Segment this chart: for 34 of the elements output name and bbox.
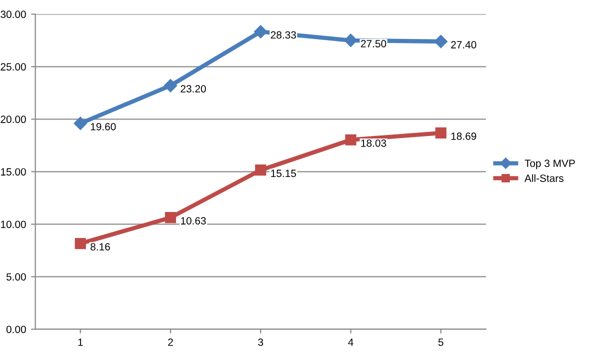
- x-tick-label: 3: [258, 338, 264, 346]
- point: [74, 238, 86, 250]
- x-tick-label: 5: [438, 338, 444, 346]
- data-label: 27.40: [451, 41, 476, 48]
- y-tick-label: 30.00: [0, 10, 26, 18]
- x-tick-label: 2: [168, 338, 173, 346]
- legend-label: All-Stars: [524, 174, 564, 182]
- data-label: 8.16: [90, 243, 110, 250]
- legend-label: Top 3 MVP: [524, 160, 575, 170]
- point: [254, 25, 268, 38]
- data-label: 23.20: [180, 85, 206, 93]
- data-label: 10.63: [181, 217, 206, 225]
- x-tick-label: 1: [78, 338, 83, 346]
- point: [74, 116, 87, 130]
- data-label: 18.69: [451, 132, 476, 140]
- y-tick-label: 0.00: [6, 326, 26, 334]
- y-tick-label: 15.00: [1, 168, 26, 176]
- y-tick-label: 10.00: [1, 220, 26, 228]
- point: [344, 34, 358, 48]
- point: [164, 212, 176, 224]
- data-label: 19.60: [90, 122, 116, 130]
- data-label: 27.50: [360, 40, 386, 48]
- point: [164, 78, 178, 92]
- data-label: 15.15: [271, 170, 296, 178]
- point: [255, 164, 266, 176]
- x-tick-label: 4: [348, 338, 354, 346]
- point: [434, 34, 448, 48]
- point: [435, 127, 446, 138]
- data-label: 18.03: [361, 139, 386, 147]
- y-tick-label: 5.00: [6, 273, 26, 281]
- y-tick-label: 20.00: [0, 116, 26, 124]
- point: [345, 134, 356, 146]
- data-label: 28.33: [270, 31, 296, 39]
- y-tick-label: 25.00: [0, 63, 26, 71]
